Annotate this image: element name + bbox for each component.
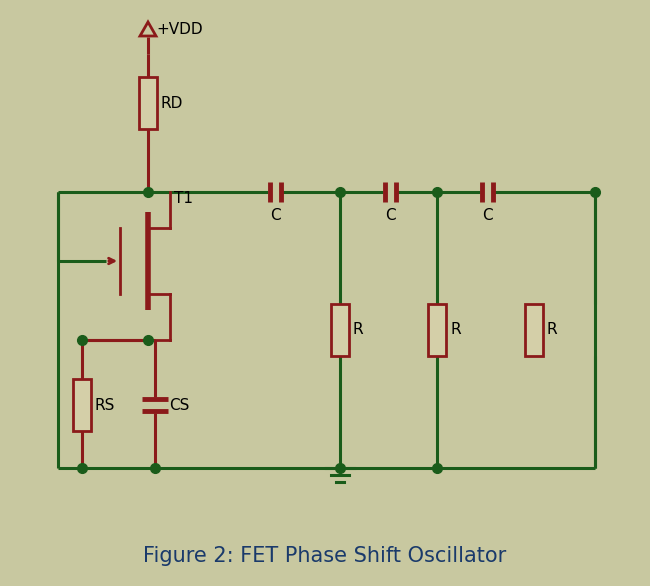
Text: R: R (353, 322, 363, 338)
Text: RD: RD (161, 96, 183, 111)
Bar (139, 77, 157, 129)
Bar (428, 304, 446, 356)
Text: R: R (547, 322, 558, 338)
Text: Figure 2: FET Phase Shift Oscillator: Figure 2: FET Phase Shift Oscillator (144, 546, 506, 566)
Text: +VDD: +VDD (156, 22, 203, 36)
Text: RS: RS (94, 397, 114, 413)
Text: T1: T1 (174, 191, 193, 206)
Bar (525, 304, 543, 356)
Text: R: R (450, 322, 461, 338)
Text: C: C (482, 209, 492, 223)
Text: CS: CS (169, 397, 189, 413)
Text: C: C (270, 209, 280, 223)
Bar (73, 379, 91, 431)
Text: C: C (385, 209, 395, 223)
Bar (331, 304, 349, 356)
